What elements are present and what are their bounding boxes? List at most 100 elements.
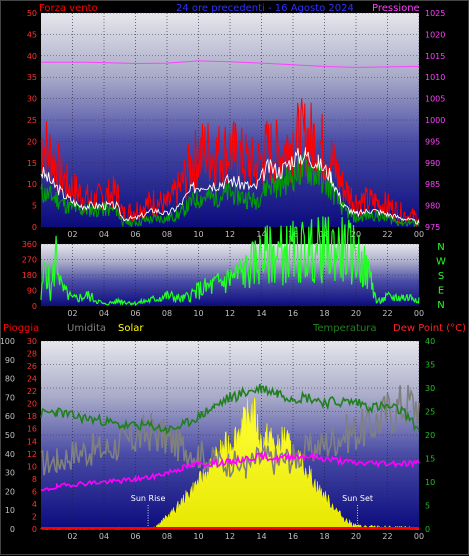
temperature-series	[40, 383, 420, 436]
wind-left-y-tick-label: 0	[32, 223, 37, 232]
wind-x-tick-label: 10	[193, 230, 203, 239]
wind-right-y-tick-label: 1020	[425, 30, 445, 39]
rain-axis-y-tick-label: 22	[27, 387, 37, 396]
temperature-axis-y-tick-label: 15	[425, 455, 435, 464]
temperature-axis-y-tick-label: 35	[425, 361, 435, 370]
rain-axis-y-tick-label: 2	[32, 512, 37, 521]
direction-x-tick-label: 12	[225, 309, 235, 318]
wind-right-y-tick-label: 1005	[425, 95, 445, 104]
direction-x-tick-label: 00	[414, 309, 424, 318]
rain-axis-y-tick-label: 24	[27, 375, 37, 384]
wind-left-y-tick-label: 5	[32, 202, 37, 211]
rain-axis-y-tick-label: 8	[32, 475, 37, 484]
wind-right-y-tick-label: 980	[425, 202, 440, 211]
sun-marker-label: Sun Rise	[131, 494, 166, 503]
direction-compass-label: N	[437, 242, 444, 253]
temperature-axis-y-tick-label: 25	[425, 408, 435, 417]
humidity-axis-y-tick-label: 80	[5, 375, 15, 384]
wind-x-tick-label: 20	[351, 230, 361, 239]
rain-title: Pioggia	[3, 323, 40, 334]
humidity-axis-y-tick-label: 70	[5, 393, 15, 402]
direction-x-tick-label: 22	[382, 309, 392, 318]
temperature-x-tick-label: 16	[288, 532, 298, 541]
wind-left-y-tick-label: 20	[27, 137, 37, 146]
rain-axis-y-tick-label: 14	[27, 437, 37, 446]
wind-x-tick-label: 14	[256, 230, 266, 239]
wind-left-y-tick-label: 25	[27, 116, 37, 125]
wind-left-y-tick-label: 40	[27, 52, 37, 61]
wind-x-tick-label: 06	[130, 230, 140, 239]
rain-axis-y-tick-label: 18	[27, 412, 37, 421]
wind-right-y-tick-label: 1025	[425, 9, 445, 18]
rain-axis-y-tick-label: 16	[27, 425, 37, 434]
direction-x-tick-label: 08	[162, 309, 172, 318]
temperature-axis-y-tick-label: 5	[425, 502, 430, 511]
rain-axis-y-tick-label: 12	[27, 450, 37, 459]
temperature-x-tick-label: 18	[319, 532, 329, 541]
wind-avg-series	[40, 151, 420, 228]
humidity-series	[40, 385, 420, 479]
wind-x-tick-label: 12	[225, 230, 235, 239]
direction-x-tick-label: 14	[256, 309, 266, 318]
temperature-x-tick-label: 22	[382, 532, 392, 541]
wind-left-y-tick-label: 45	[27, 30, 37, 39]
gust-avg-series	[40, 147, 420, 225]
direction-left-y-tick-label: 90	[27, 287, 37, 296]
solar-title: Solar	[118, 323, 144, 334]
rain-axis-y-tick-label: 26	[27, 362, 37, 371]
direction-x-tick-label: 06	[130, 309, 140, 318]
rain-axis-y-tick-label: 10	[27, 462, 37, 471]
humidity-title: Umidita	[67, 323, 107, 334]
direction-left-y-tick-label: 0	[32, 302, 37, 311]
wind-right-y-tick-label: 990	[425, 159, 440, 168]
direction-left-y-tick-label: 180	[22, 271, 37, 280]
temperature-axis-y-tick-label: 20	[425, 431, 435, 440]
direction-x-tick-label: 20	[351, 309, 361, 318]
direction-compass-label: E	[438, 286, 444, 297]
temperature-x-tick-label: 08	[162, 532, 172, 541]
direction-x-tick-label: 04	[99, 309, 109, 318]
sun-marker-label: Sun Set	[342, 494, 373, 503]
temperature-x-tick-label: 12	[225, 532, 235, 541]
humidity-axis-y-tick-label: 10	[5, 506, 15, 515]
wind-right-y-tick-label: 975	[425, 223, 440, 232]
rain-axis-y-tick-label: 20	[27, 400, 37, 409]
rain-axis-y-tick-label: 4	[32, 500, 37, 509]
wind-right-y-tick-label: 1010	[425, 73, 445, 82]
temperature-title: Temperatura	[313, 323, 377, 334]
temperature-axis-y-tick-label: 40	[425, 337, 435, 346]
humidity-axis-y-tick-label: 40	[5, 450, 15, 459]
wind-x-tick-label: 00	[414, 230, 424, 239]
pressure-series	[41, 60, 420, 68]
pressure-title: Pressione	[372, 3, 420, 14]
wind-right-y-tick-label: 1000	[425, 116, 445, 125]
temperature-axis-y-tick-label: 10	[425, 478, 435, 487]
rain-axis-y-tick-label: 30	[27, 337, 37, 346]
direction-x-tick-label: 02	[67, 309, 77, 318]
humidity-axis-y-tick-label: 30	[5, 469, 15, 478]
temperature-x-tick-label: 06	[130, 532, 140, 541]
temperature-x-tick-label: 02	[67, 532, 77, 541]
humidity-axis-y-tick-label: 60	[5, 412, 15, 421]
direction-compass-label: W	[436, 257, 446, 268]
direction-x-tick-label: 18	[319, 309, 329, 318]
temperature-x-tick-label: 00	[414, 532, 424, 541]
direction-compass-label: S	[438, 271, 444, 282]
wind-left-y-tick-label: 10	[27, 180, 37, 189]
rain-axis-y-tick-label: 28	[27, 350, 37, 359]
direction-left-y-tick-label: 270	[22, 256, 37, 265]
humidity-axis-y-tick-label: 50	[5, 431, 15, 440]
direction-compass-label: N	[437, 300, 444, 311]
dewpoint-series	[40, 451, 420, 492]
rain-axis-y-tick-label: 6	[32, 487, 37, 496]
wind-x-tick-label: 02	[67, 230, 77, 239]
dewpoint-title: Dew Point (°C)	[393, 323, 467, 334]
direction-left-y-tick-label: 360	[22, 240, 37, 249]
humidity-axis-y-tick-label: 20	[5, 487, 15, 496]
rain-axis-y-tick-label: 0	[32, 525, 37, 534]
temperature-axis-y-tick-label: 0	[425, 525, 430, 534]
humidity-axis-y-tick-label: 100	[1, 337, 15, 346]
wind-left-y-tick-label: 35	[27, 73, 37, 82]
humidity-axis-y-tick-label: 0	[10, 525, 15, 534]
